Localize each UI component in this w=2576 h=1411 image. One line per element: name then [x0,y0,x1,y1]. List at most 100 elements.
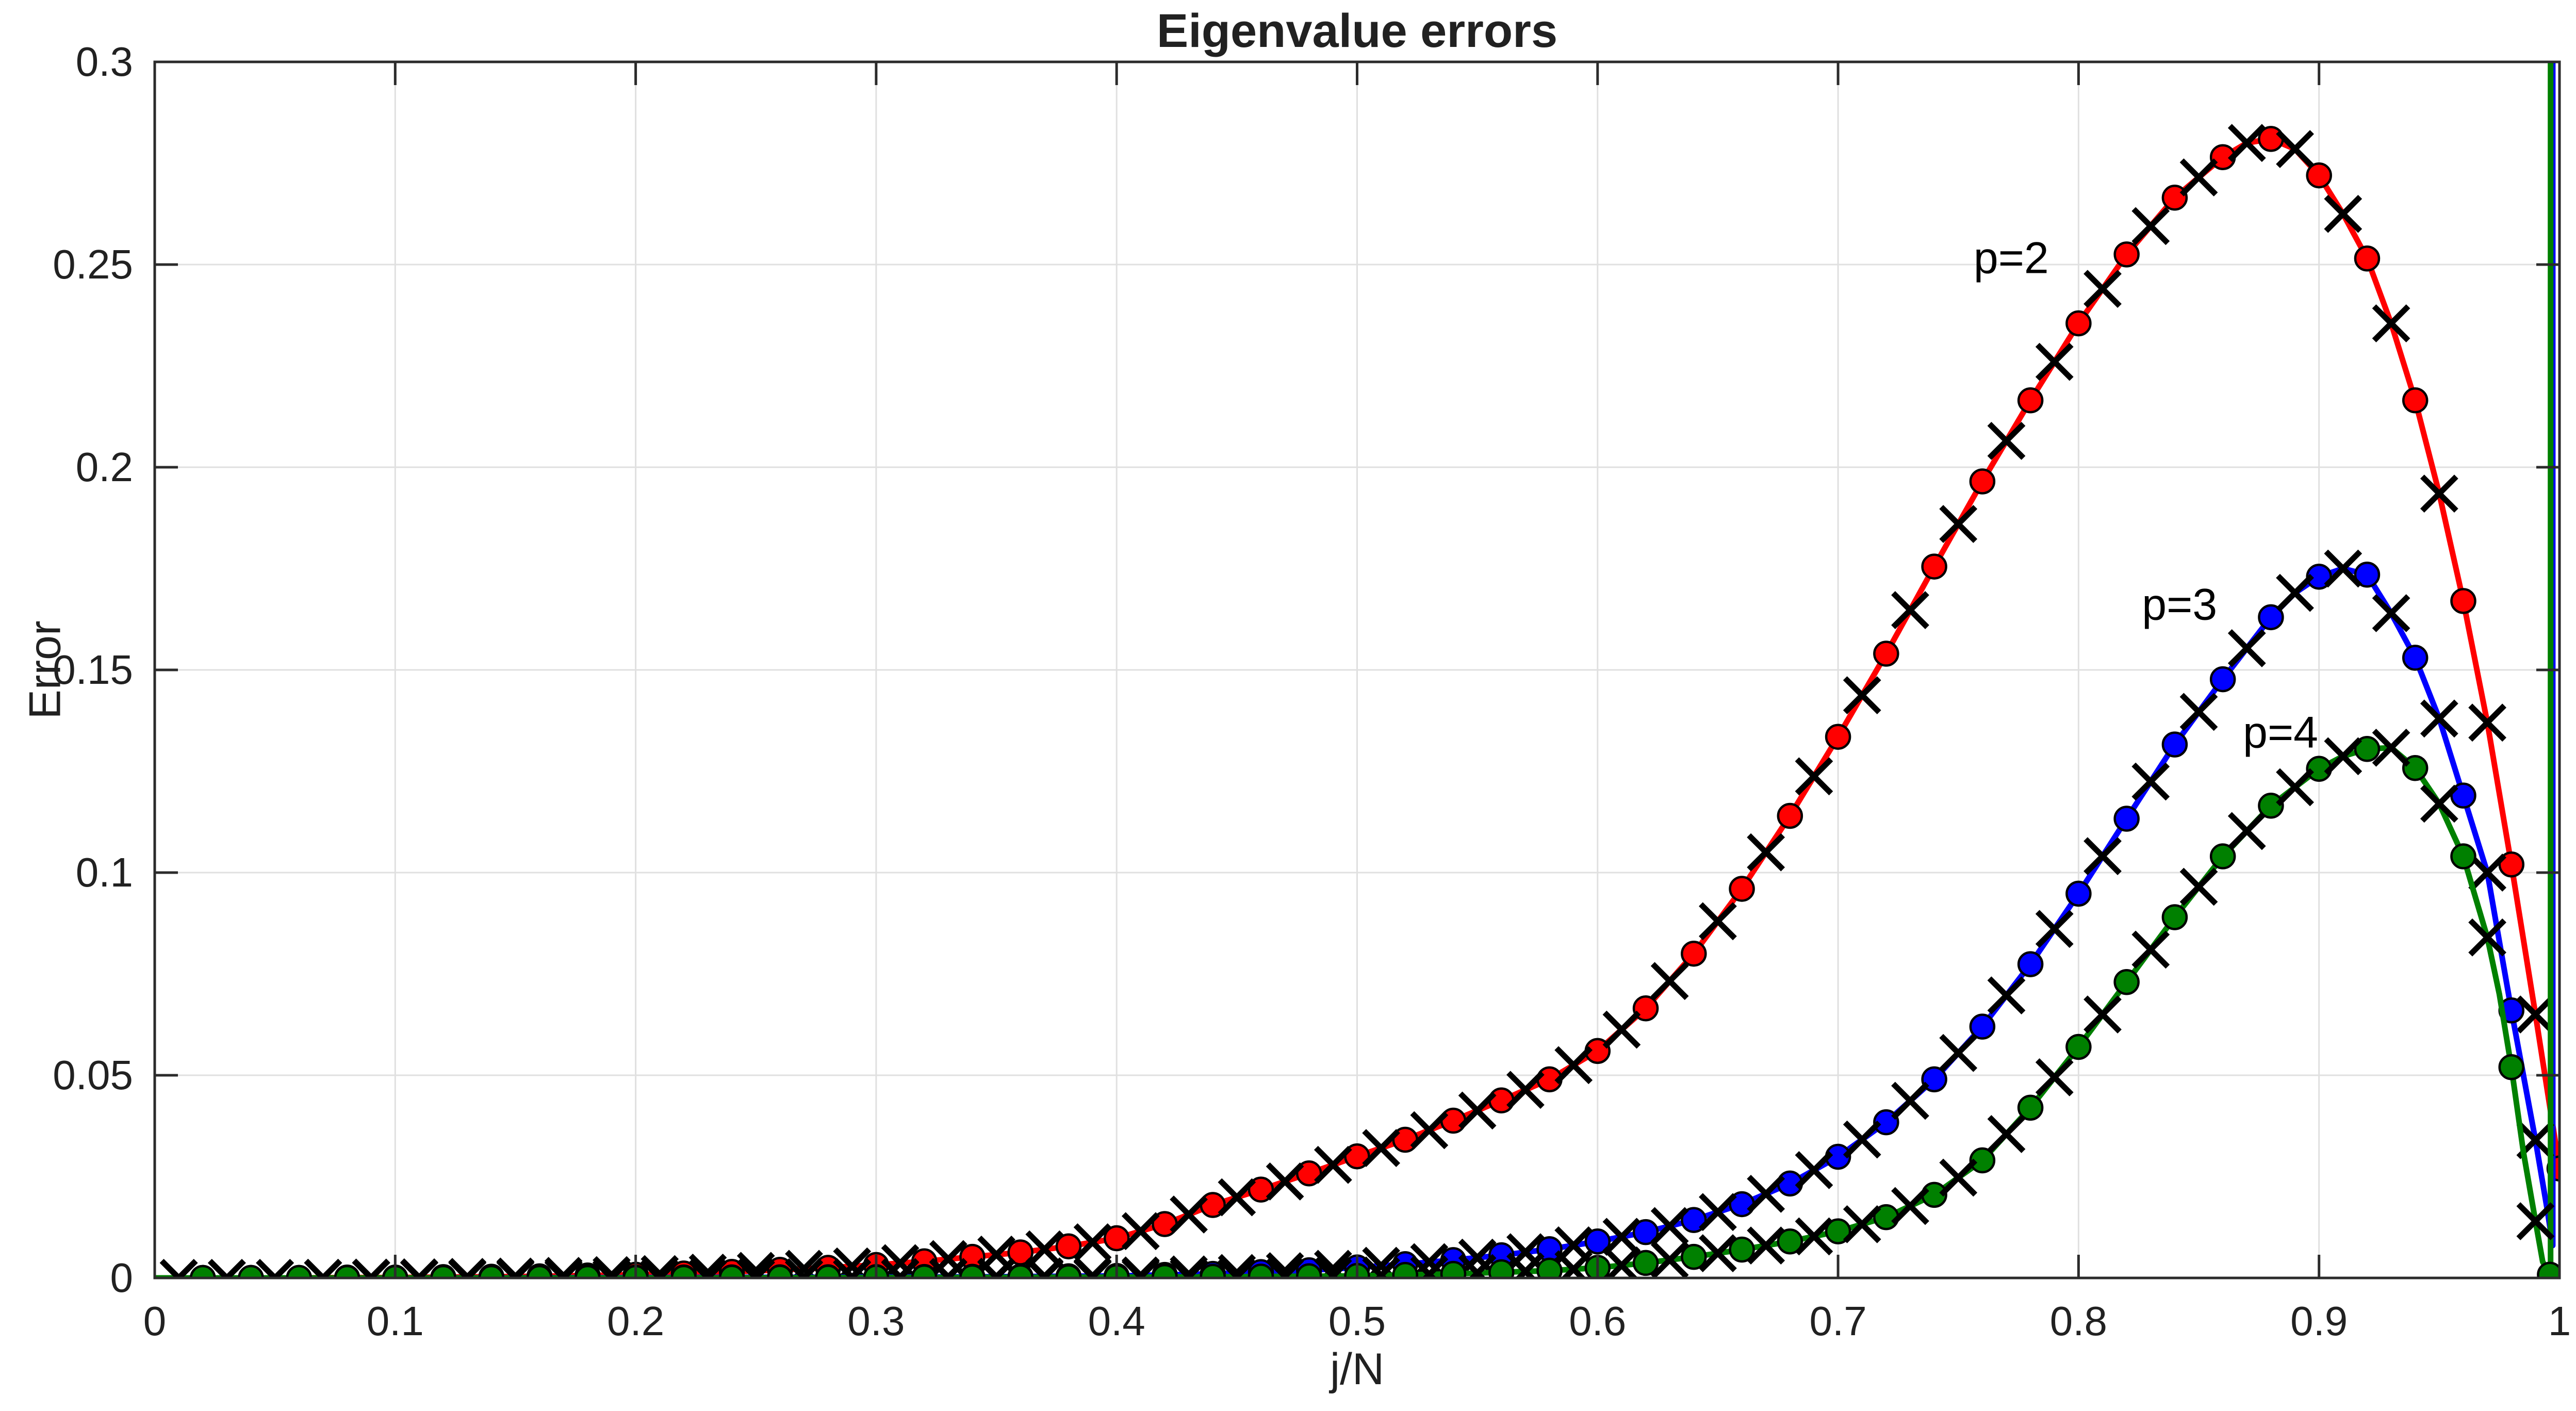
x-marker [463,1259,487,1278]
data-point-circle [2065,880,2092,907]
x-marker [2324,737,2362,776]
y-tick-label: 0.25 [53,241,133,287]
x-marker [1987,422,2026,460]
x-tick-label: 0 [143,1298,167,1344]
data-point-circle [334,1265,360,1278]
x-marker [1650,1207,1689,1245]
x-marker [1939,505,1978,543]
x-marker [2516,1202,2555,1240]
x-marker [1939,1033,1978,1072]
x-marker [593,1259,616,1278]
data-point-circle [1729,1236,1755,1263]
x-marker [1747,833,1785,872]
data-point-circle [1632,1219,1659,1245]
x-marker [1421,1255,1449,1278]
data-point-circle [2354,562,2381,588]
data-point-circle [1440,1260,1467,1278]
x-marker [174,1259,198,1278]
x-marker [271,1259,294,1278]
data-point-circle [2306,563,2332,590]
x-marker [2131,930,2170,969]
data-point-circle [478,1265,505,1278]
data-point-circle [2065,1033,2092,1060]
data-point-circle [2354,736,2381,762]
x-marker [2372,304,2410,342]
x-marker [2083,837,2122,876]
data-point-circle [2450,782,2476,809]
annotation-p4: p=4 [2243,708,2319,758]
data-point-circle [2017,951,2044,977]
x-marker [1891,591,1929,629]
x-marker [2468,918,2506,957]
x-marker [1458,1091,1497,1130]
x-marker [1073,1223,1112,1261]
data-point-circle [2498,1054,2524,1080]
x-marker [1699,1234,1737,1272]
x-marker [2227,124,2266,162]
x-marker [1795,757,1833,796]
x-axis-label: j/N [1330,1344,1385,1394]
x-tick-label: 0.8 [2049,1298,2107,1344]
x-tick-label: 0.1 [366,1298,424,1344]
x-tick-label: 0.5 [1328,1298,1386,1344]
x-tick-label: 0.9 [2290,1298,2348,1344]
x-marker [2035,342,2074,381]
x-marker [2083,270,2122,308]
data-point-circle [1536,1257,1563,1278]
data-point-circle [1103,1225,1130,1252]
x-marker [1121,1212,1160,1251]
x-marker [1506,1071,1545,1109]
x-marker [304,1259,327,1278]
data-point-circle [1969,468,1996,495]
x-marker [1327,1257,1352,1278]
data-point-circle [1681,1243,1707,1270]
x-marker [1747,1175,1785,1213]
x-marker [1843,676,1881,715]
data-point-circle [1777,1228,1803,1255]
data-point-circle [1248,1176,1274,1203]
x-marker [1987,976,2026,1015]
data-point-circle [1777,802,1803,829]
data-point-circle [2017,1094,2044,1121]
x-marker [1458,1238,1497,1277]
data-point-circle [2209,666,2236,693]
x-marker [2420,784,2458,823]
data-point-circle [2161,904,2188,930]
data-point-circle [1295,1263,1322,1278]
x-markers [159,124,2555,1278]
x-marker [367,1259,390,1278]
x-marker [1891,1187,1929,1225]
data-point-circle [2161,731,2188,758]
x-tick-label: 0.6 [1569,1298,1627,1344]
x-marker [1747,1226,1785,1265]
x-marker [2420,474,2458,513]
x-marker [1170,1195,1208,1234]
x-marker [2083,995,2122,1033]
x-marker [2131,762,2170,801]
x-marker [2035,910,2074,948]
x-tick-label: 0.7 [1809,1298,1867,1344]
data-point-circle [2113,806,2140,832]
data-point-circle [2354,245,2381,272]
data-point-circle [2498,851,2524,878]
x-marker [698,1253,727,1278]
x-tick-label: 0.3 [847,1298,905,1344]
data-point-circle [1969,1147,1996,1174]
curves [155,62,2559,1278]
x-marker [1025,1230,1064,1269]
x-marker [1554,1046,1593,1085]
data-point-circle [238,1265,264,1278]
x-marker [2179,867,2218,906]
circle-markers [190,736,2559,1278]
data-point-circle [1248,1264,1274,1278]
x-marker [1699,1193,1737,1232]
data-point-circle [2258,604,2284,631]
x-marker [1515,1252,1545,1278]
x-marker [2276,573,2314,612]
y-tick-label: 0.2 [75,444,133,490]
data-point-circle [2306,162,2332,189]
x-marker [1650,1241,1689,1278]
data-point-circle [2402,645,2429,671]
x-marker [1410,1111,1449,1150]
